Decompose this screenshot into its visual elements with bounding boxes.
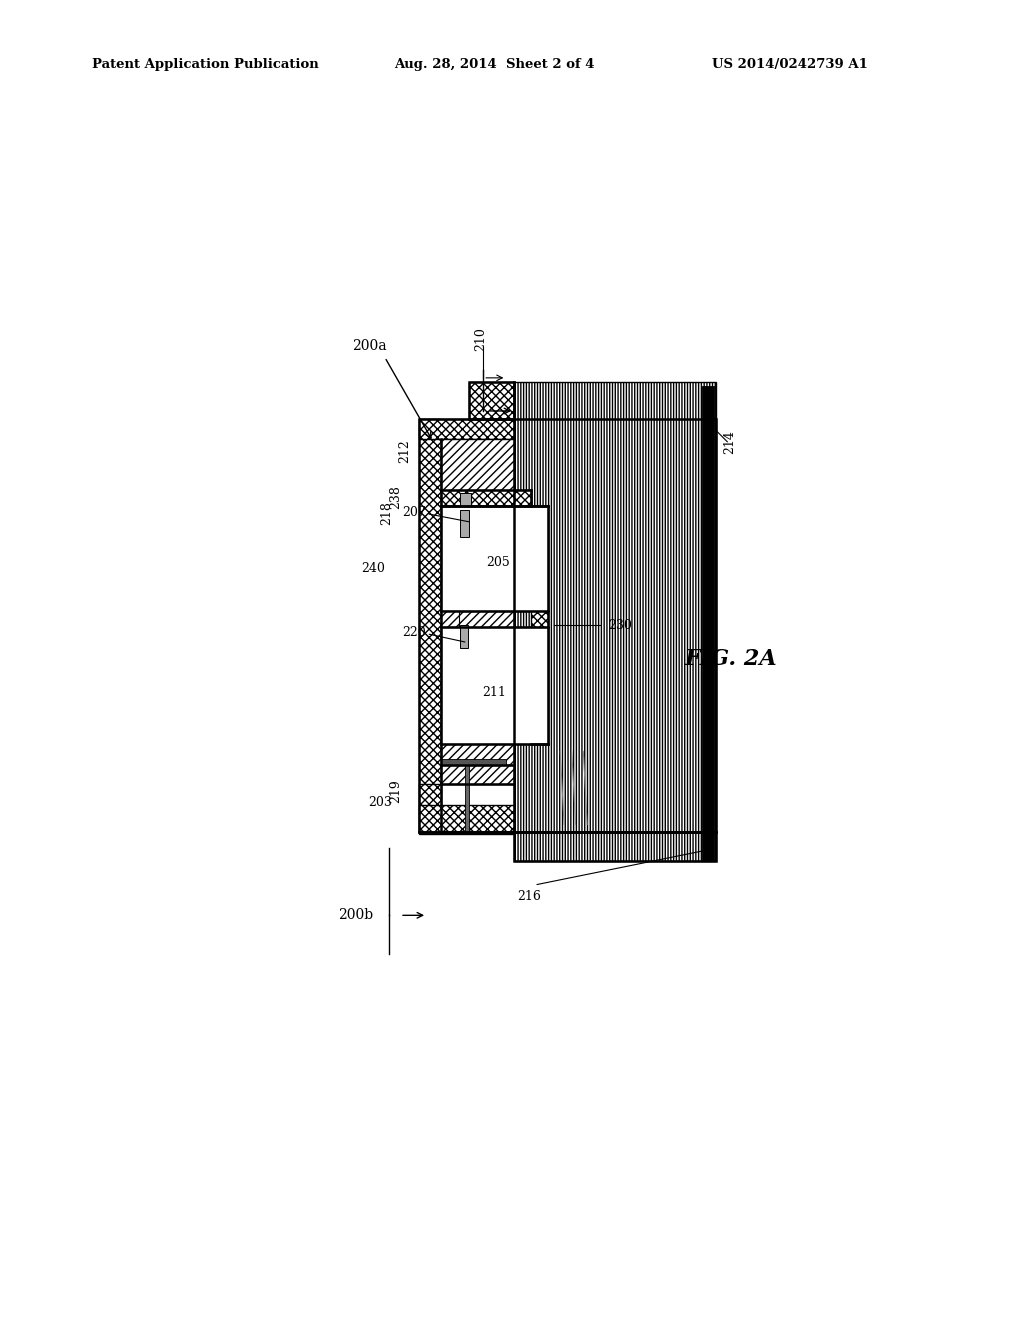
Text: 216: 216 [517, 890, 542, 903]
Text: Aug. 28, 2014  Sheet 2 of 4: Aug. 28, 2014 Sheet 2 of 4 [394, 58, 595, 71]
Bar [460, 626, 468, 648]
Text: 203: 203 [369, 796, 392, 809]
Text: 200b: 200b [338, 908, 373, 923]
Text: 240: 240 [360, 561, 385, 574]
Text: 219: 219 [389, 780, 402, 803]
Text: 200a: 200a [352, 338, 387, 352]
Text: 218: 218 [380, 500, 393, 524]
Bar [460, 511, 469, 537]
Bar [419, 832, 514, 834]
Text: Patent Application Publication: Patent Application Publication [92, 58, 318, 71]
Bar [441, 759, 506, 766]
Bar [441, 507, 548, 611]
Bar [531, 507, 548, 743]
Bar [514, 381, 716, 832]
Bar [469, 381, 514, 418]
Text: 212: 212 [398, 440, 412, 463]
Bar [441, 440, 514, 766]
Bar [419, 784, 441, 832]
Text: 211: 211 [482, 686, 506, 700]
Text: 230: 230 [608, 619, 632, 631]
Bar [460, 492, 471, 507]
Text: 220: 220 [401, 626, 425, 639]
Text: 238: 238 [389, 486, 402, 510]
Text: US 2014/0242739 A1: US 2014/0242739 A1 [712, 58, 867, 71]
Text: 205: 205 [486, 556, 510, 569]
Text: 210: 210 [474, 327, 487, 351]
Bar [441, 490, 531, 507]
Bar [419, 418, 514, 440]
Bar [514, 832, 716, 862]
Bar [419, 805, 514, 832]
Bar [419, 418, 441, 832]
Bar [701, 385, 714, 862]
Bar [419, 418, 716, 832]
Bar [465, 766, 469, 832]
Text: 214: 214 [723, 430, 736, 454]
Bar [514, 832, 716, 862]
Bar [469, 381, 514, 418]
Bar [441, 627, 548, 743]
Bar [441, 611, 459, 627]
Text: 207: 207 [401, 506, 425, 519]
Text: FIG. 2A: FIG. 2A [685, 648, 777, 671]
Bar [441, 766, 514, 784]
